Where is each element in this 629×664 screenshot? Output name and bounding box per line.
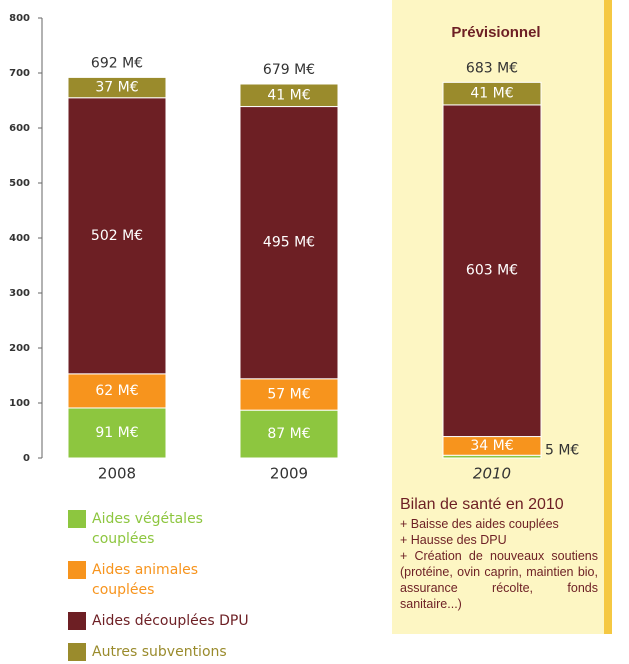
bar-segment <box>442 81 542 106</box>
data-label: 603 M€ <box>466 263 518 279</box>
y-tick-label: 200 <box>9 343 30 354</box>
data-label: 502 M€ <box>91 228 143 244</box>
bar-segment <box>67 373 167 409</box>
total-label: 679 M€ <box>263 62 315 78</box>
legend-swatch <box>68 510 86 528</box>
note-item: + Hausse des DPU <box>400 533 507 547</box>
x-tick-label: 2009 <box>270 465 308 483</box>
y-tick-label: 0 <box>23 453 30 464</box>
forecast-label: Prévisionnel <box>451 24 540 41</box>
legend-item: Autres subventions d'exploitation <box>68 643 328 664</box>
note-title: Bilan de santé en 2010 <box>400 496 564 513</box>
legend-label: Aides animales couplées <box>92 562 199 598</box>
legend-label: Aides végétales couplées <box>92 511 203 547</box>
legend-swatch <box>68 612 86 630</box>
y-tick-label: 700 <box>9 68 30 79</box>
note: Bilan de santé en 2010 + Baisse des aide… <box>400 496 598 612</box>
y-tick-label: 300 <box>9 288 30 299</box>
legend: Aides végétales couplées Aides animales c… <box>68 510 328 664</box>
y-tick-label: 600 <box>9 123 30 134</box>
legend-item: Aides végétales couplées <box>68 510 328 549</box>
legend-item: Aides découplées DPU <box>68 612 328 631</box>
legend-label: Autres subventions d'exploitation <box>92 644 227 660</box>
data-label: 41 M€ <box>470 86 513 102</box>
data-label: 37 M€ <box>95 80 138 96</box>
bar-segment <box>239 378 339 411</box>
note-item: + Baisse des aides couplées <box>400 517 559 531</box>
data-label: 495 M€ <box>263 235 315 251</box>
panel-edge <box>604 0 612 634</box>
bar-segment <box>239 409 339 459</box>
bar-segment <box>239 83 339 108</box>
note-item: + Création de nouveaux soutiens (protéin… <box>400 549 598 611</box>
legend-item: Aides animales couplées <box>68 561 328 600</box>
data-label: 41 M€ <box>267 87 310 103</box>
total-label: 683 M€ <box>466 60 518 76</box>
legend-swatch <box>68 561 86 579</box>
y-tick-label: 500 <box>9 178 30 189</box>
bar-segment <box>239 106 339 380</box>
legend-swatch <box>68 643 86 661</box>
data-label: 57 M€ <box>267 386 310 402</box>
bar-segment <box>67 97 167 375</box>
total-label: 692 M€ <box>91 55 143 71</box>
bar-segment <box>67 76 167 99</box>
y-tick-label: 100 <box>9 398 30 409</box>
x-tick-label: 2010 <box>473 465 511 483</box>
data-label: 34 M€ <box>470 438 513 454</box>
y-tick-label: 400 <box>9 233 30 244</box>
legend-label: Aides découplées DPU <box>92 613 249 629</box>
y-tick-label: 800 <box>9 13 30 24</box>
x-tick-label: 2008 <box>98 465 136 483</box>
bar-segment <box>442 104 542 438</box>
data-label: 87 M€ <box>267 426 310 442</box>
data-label: 5 M€ <box>545 443 579 459</box>
data-label: 62 M€ <box>95 383 138 399</box>
data-label: 91 M€ <box>95 425 138 441</box>
